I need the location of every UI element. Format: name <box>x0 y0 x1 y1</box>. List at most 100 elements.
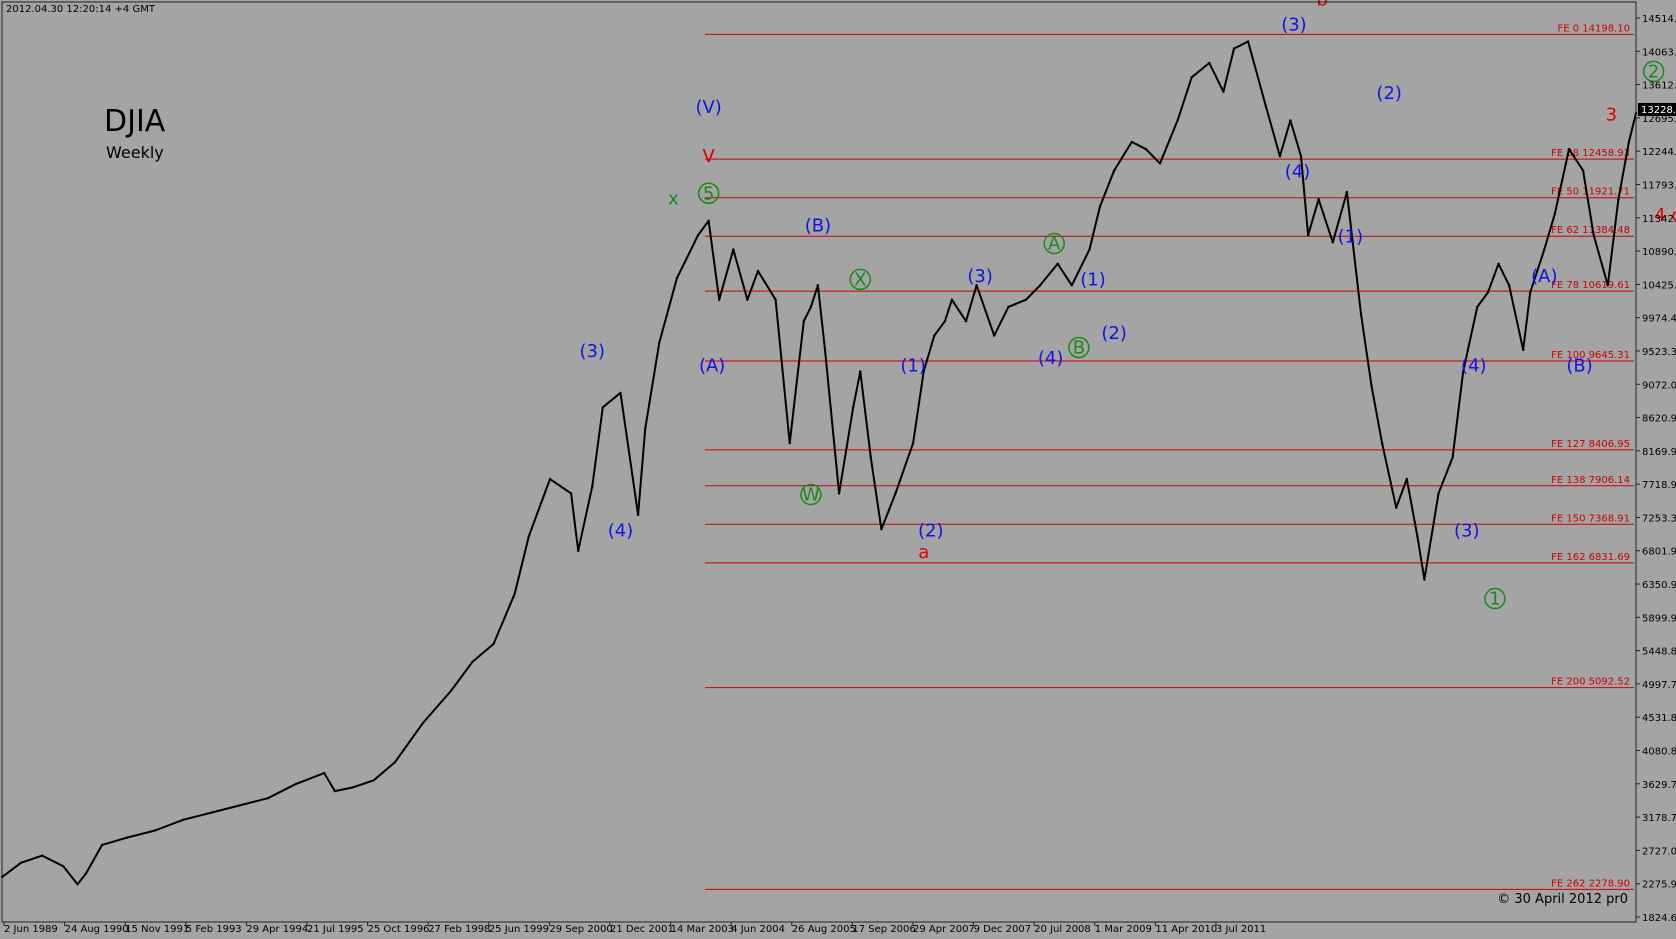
price-point <box>1130 140 1134 144</box>
fib-label: FE 162 6831.69 <box>1551 552 1630 563</box>
y-tick-label: 7718.9 <box>1642 480 1676 491</box>
price-point <box>393 761 396 764</box>
y-tick-label: 6350.9 <box>1642 580 1676 591</box>
price-point <box>950 298 954 301</box>
wave-label: (3) <box>580 341 606 362</box>
x-tick-label: 25 Jun 1999 <box>489 924 549 935</box>
price-point <box>569 492 573 495</box>
price-point <box>869 456 872 459</box>
wave-label: (2) <box>918 520 944 541</box>
x-tick-label: 21 Jul 1995 <box>307 924 364 935</box>
price-point <box>591 485 594 488</box>
price-point <box>1405 477 1409 481</box>
y-tick-label: 9072.0 <box>1642 380 1676 391</box>
fib-label: FE 78 10619.61 <box>1551 280 1630 291</box>
x-tick-label: 25 Oct 1996 <box>368 924 430 935</box>
wave-label: A <box>1048 233 1061 254</box>
price-point <box>1627 140 1631 144</box>
y-tick-label: 10425.4 <box>1642 280 1676 291</box>
wave-label: (V) <box>695 97 721 118</box>
price-point <box>1423 578 1426 581</box>
x-tick-label: 29 Sep 2000 <box>549 924 612 935</box>
chart-subtitle: Weekly <box>106 143 164 162</box>
price-point <box>911 442 915 445</box>
fib-label: FE 50 11921.71 <box>1551 187 1630 198</box>
price-point <box>718 298 721 301</box>
price-point <box>774 298 777 301</box>
wave-circle <box>849 268 872 291</box>
price-point <box>1070 284 1074 287</box>
y-tick-label: 4997.7 <box>1642 680 1676 691</box>
y-tick-label: 4531.8 <box>1642 713 1676 724</box>
fib-layer: FE 0 14198.10 FE 38 12458.93 FE 50 11921.7… <box>705 23 1634 890</box>
price-point <box>1581 169 1585 172</box>
wave-label: 1 <box>1489 589 1500 610</box>
price-point <box>372 779 375 782</box>
x-tick-label: 14 Mar 2003 <box>671 924 734 935</box>
price-point <box>1264 104 1268 108</box>
x-tick-label: 2 Jun 1989 <box>4 924 58 935</box>
price-point <box>1522 348 1525 352</box>
price-point <box>323 771 326 775</box>
wave-circle <box>800 483 822 506</box>
wave-circle <box>1484 587 1506 610</box>
wave-label: V <box>702 146 715 167</box>
price-point <box>1176 119 1179 122</box>
x-tick-label: 15 Nov 1991 <box>125 924 189 935</box>
copyright-label: © 30 April 2012 pr0 <box>1497 892 1628 907</box>
chart-title: DJIA <box>104 104 166 139</box>
price-point <box>894 492 897 495</box>
price-point <box>809 305 813 309</box>
y-tick-label: 12244.9 <box>1642 147 1676 158</box>
x-tick-label: 26 Aug 2005 <box>792 924 856 935</box>
price-point <box>471 660 474 664</box>
price-point <box>1476 305 1479 309</box>
price-point <box>1278 155 1282 158</box>
price-point <box>1507 284 1511 287</box>
price-point <box>153 829 157 832</box>
wave-label: (3) <box>1454 520 1480 541</box>
price-point <box>975 284 978 287</box>
price-point <box>1592 233 1595 237</box>
price-point <box>1208 61 1211 65</box>
plot-frame <box>1 1 1637 923</box>
wave-label: 5 <box>703 183 714 204</box>
y-tick-label: 2275.9 <box>1642 880 1676 891</box>
wave-label: (2) <box>1376 83 1402 104</box>
price-point <box>1024 298 1028 301</box>
x-tick-label: 4 Jun 2004 <box>731 924 785 935</box>
wave-label: (4) <box>1285 162 1311 183</box>
wave-label: (1) <box>1338 226 1364 247</box>
wave-label: (3) <box>967 266 993 287</box>
y-tick-label: 9974.4 <box>1642 314 1676 325</box>
price-point <box>837 492 841 495</box>
wave-label: (2) <box>1101 323 1127 344</box>
price-point <box>1098 205 1102 208</box>
x-tick-label: 1 Mar 2009 <box>1095 924 1152 935</box>
price-point <box>964 320 968 323</box>
current-price-label: 13228.3 <box>1641 105 1676 116</box>
y-tick-label: 12695.9 <box>1642 114 1676 125</box>
price-point <box>636 513 640 517</box>
price-point <box>1306 233 1310 237</box>
price-point <box>1370 384 1373 387</box>
price-point <box>1056 262 1059 265</box>
y-tick-label: 2727.0 <box>1642 846 1676 857</box>
price-point <box>1553 212 1557 215</box>
price-point <box>351 786 354 789</box>
fib-label: FE 0 14198.10 <box>1557 23 1630 34</box>
current-price-tag: 13228.3 <box>1638 103 1676 116</box>
price-point <box>1567 147 1571 151</box>
price-point <box>333 789 337 793</box>
y-tick-label: 8169.9 <box>1642 447 1676 458</box>
wave-label: (4) <box>1461 355 1487 376</box>
wave-circle <box>1642 60 1665 83</box>
price-point <box>619 391 622 395</box>
wave-label: b <box>1316 0 1327 11</box>
fib-label: FE 127 8406.95 <box>1551 439 1630 450</box>
fib-label: FE 38 12458.93 <box>1551 148 1630 159</box>
price-point <box>922 370 925 373</box>
